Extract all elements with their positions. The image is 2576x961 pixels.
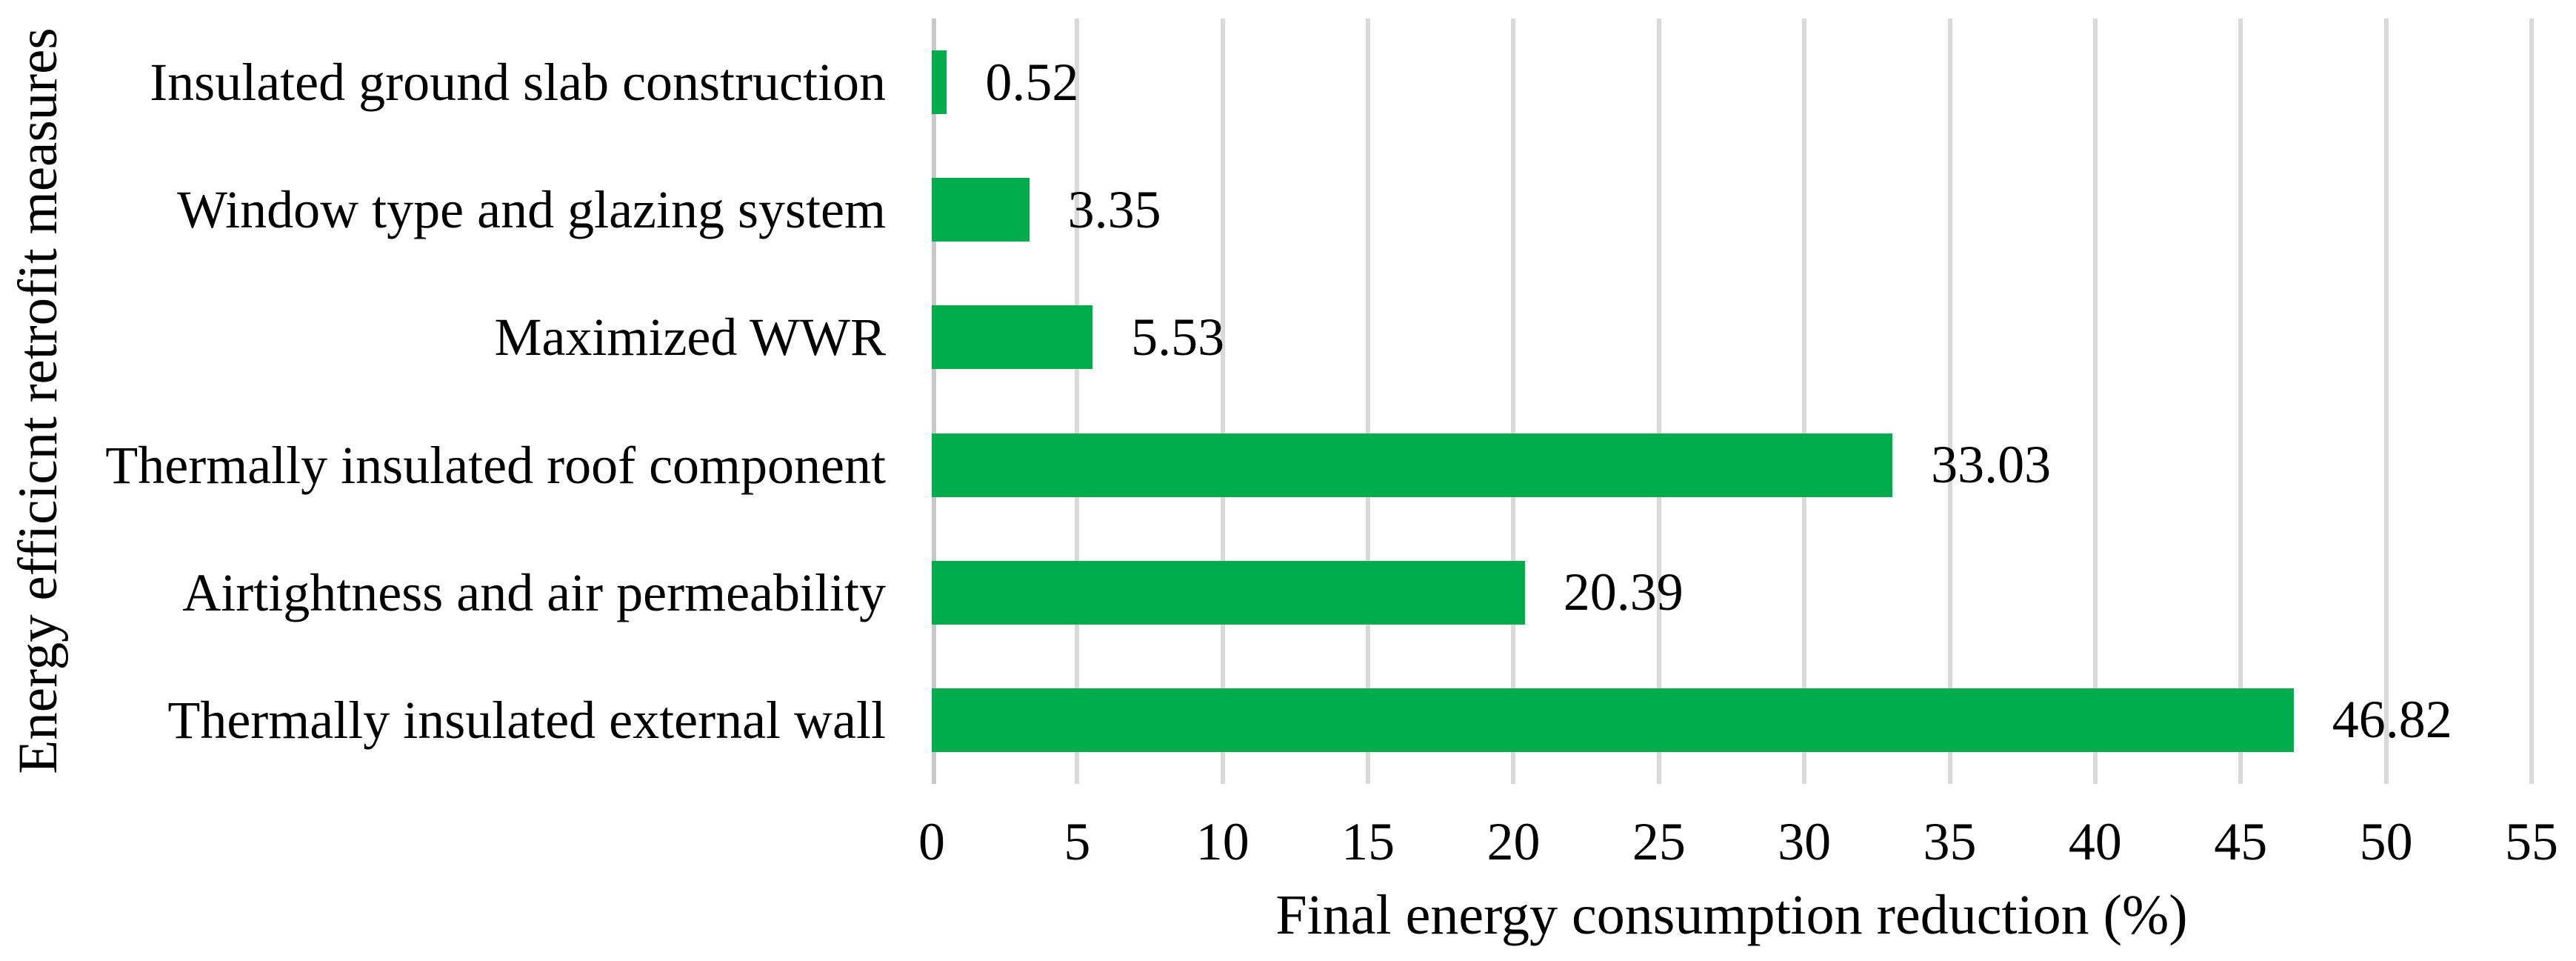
x-axis-title: Final energy consumption reduction (%) — [1275, 884, 2188, 946]
gridline — [1366, 19, 1371, 784]
plot-area: 0.52 3.35 5.53 33.03 20.39 46.82 — [932, 19, 2534, 784]
bar-value-label: 5.53 — [1131, 307, 1225, 367]
gridline — [1802, 19, 1807, 784]
gridline — [1511, 19, 1516, 784]
x-tick-label: 35 — [1923, 812, 1977, 871]
bar-value-label: 46.82 — [2332, 690, 2452, 750]
x-tick-label: 30 — [1778, 812, 1832, 871]
gridline — [2238, 19, 2243, 784]
x-tick-label: 45 — [2214, 812, 2268, 871]
x-tick-label: 15 — [1341, 812, 1395, 871]
gridline — [1220, 19, 1225, 784]
bar — [932, 560, 1525, 625]
x-tick-label: 10 — [1195, 812, 1249, 871]
bar-value-label: 3.35 — [1067, 179, 1161, 239]
x-tick-label: 40 — [2068, 812, 2122, 871]
x-tick-label: 5 — [1064, 812, 1091, 871]
gridline — [2529, 19, 2534, 784]
bar — [932, 178, 1030, 242]
gridline — [1947, 19, 1952, 784]
x-tick-label: 25 — [1632, 812, 1686, 871]
bar-value-label: 0.52 — [985, 52, 1079, 112]
bar-row: 5.53 — [932, 305, 2532, 370]
category-label: Airtightness and air permeability — [182, 562, 886, 622]
bar-row: 33.03 — [932, 433, 2532, 497]
y-axis-line — [932, 19, 936, 784]
bar-row: 20.39 — [932, 560, 2532, 625]
bar — [932, 50, 947, 115]
category-label: Insulated ground slab construction — [150, 53, 886, 113]
category-label: Window type and glazing system — [177, 180, 886, 240]
x-tick-label: 20 — [1486, 812, 1541, 871]
y-axis-title: Energy efficicnt retrofit measures — [7, 27, 69, 774]
gridline — [1075, 19, 1080, 784]
x-tick-label: 0 — [918, 812, 945, 871]
category-label: Maximized WWR — [494, 307, 886, 368]
gridline — [2092, 19, 2098, 784]
gridline — [2383, 19, 2389, 784]
bar-value-label: 33.03 — [1931, 435, 2052, 495]
bar — [932, 433, 1893, 497]
bar-value-label: 20.39 — [1563, 562, 1684, 622]
bar-row: 0.52 — [932, 50, 2532, 115]
bar — [932, 688, 2294, 752]
category-label: Thermally insulated roof component — [105, 435, 886, 495]
bar — [932, 305, 1093, 370]
bar-row: 46.82 — [932, 688, 2532, 752]
x-tick-label: 50 — [2359, 812, 2413, 871]
bar-row: 3.35 — [932, 178, 2532, 242]
category-label: Thermally insulated external wall — [167, 690, 886, 750]
x-tick-label: 55 — [2505, 812, 2558, 871]
gridline — [1656, 19, 1661, 784]
